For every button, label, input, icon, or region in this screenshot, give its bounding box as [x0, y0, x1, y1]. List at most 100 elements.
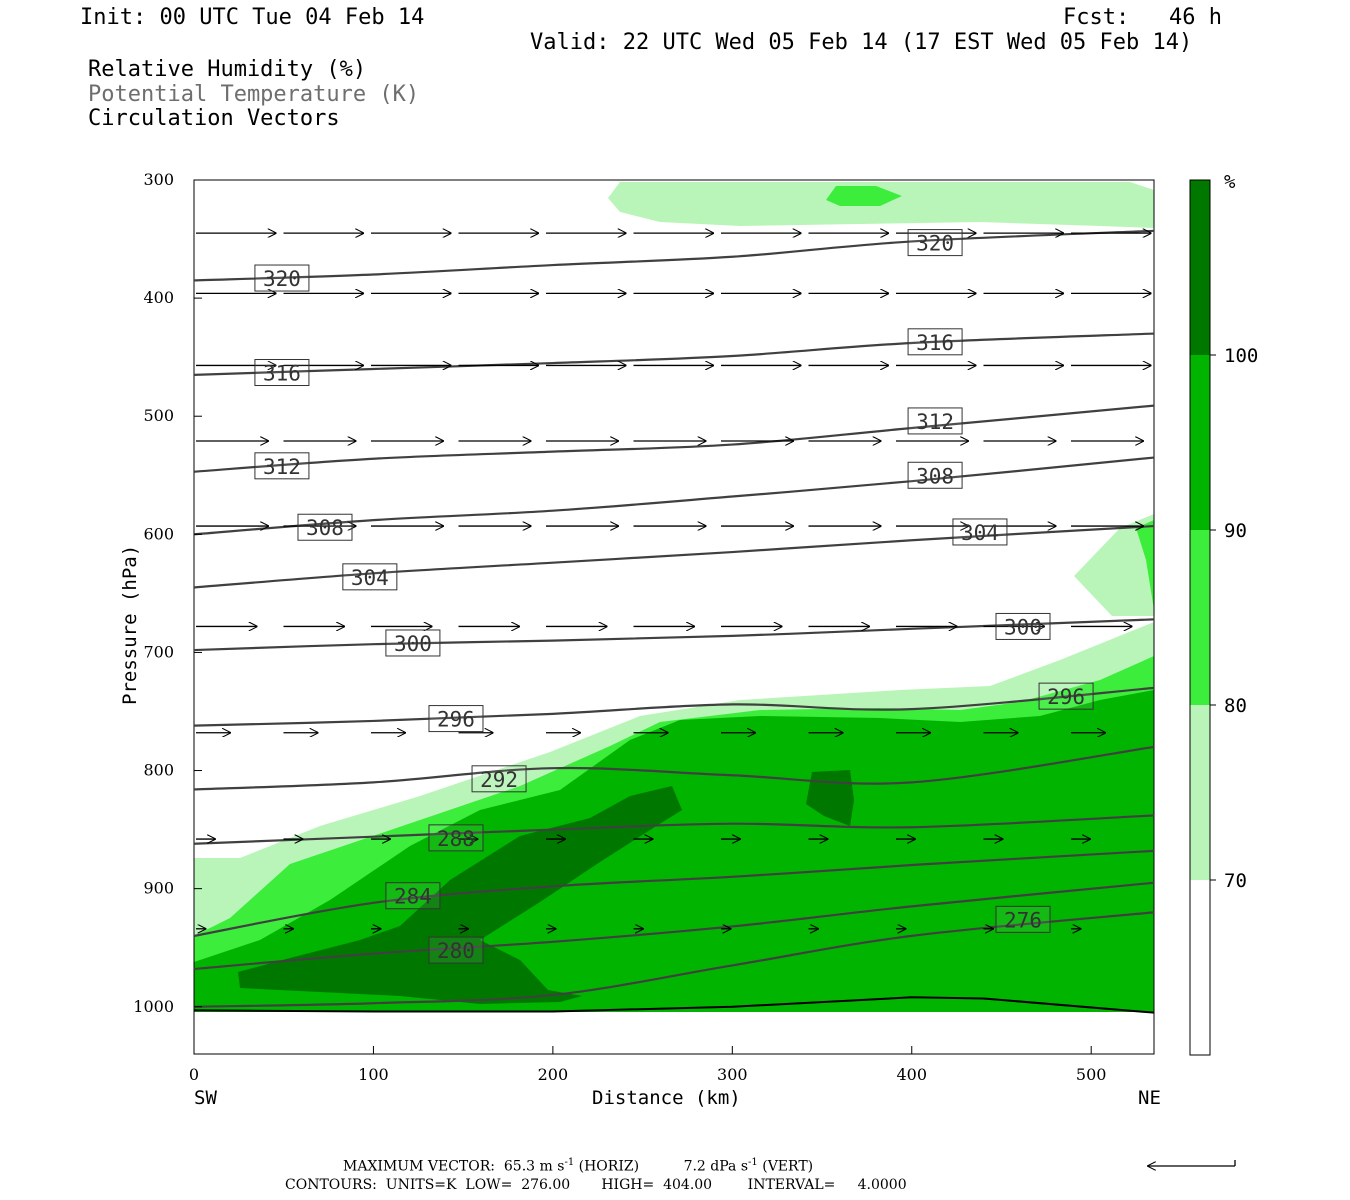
- y-axis-title: Pressure (hPa): [119, 545, 141, 705]
- theta-contour-280: [194, 881, 1154, 971]
- contour-label-320: 320: [916, 232, 954, 256]
- contour-label-316: 316: [263, 362, 301, 386]
- colorbar-band-70: [1190, 705, 1210, 880]
- contour-label-box: [428, 824, 484, 852]
- max-horiz-tag: (HORIZ): [578, 1158, 640, 1175]
- field-theta-label: Potential Temperature (K): [88, 82, 420, 107]
- contour-label-box: [907, 461, 963, 489]
- contour-label-300: 300: [394, 632, 432, 656]
- contour-label-308: 308: [916, 464, 954, 488]
- reference-vector-arrow: [1148, 1160, 1236, 1166]
- contour-label-box: [907, 328, 963, 356]
- contour-label-280: 280: [437, 939, 475, 963]
- max-vector-line: MAXIMUM VECTOR: 65.3 m s-1 (HORIZ) 7.2 d…: [343, 1158, 813, 1174]
- contour-label-box: [995, 612, 1051, 640]
- colorbar-band-100: [1190, 180, 1210, 355]
- contour-labels: 320 320 316 316 312 312 308 308 304 304 300 300 296 2…: [254, 229, 1094, 964]
- contour-label-box: [952, 518, 1008, 546]
- contour-label-box: [254, 359, 310, 387]
- contour-label-304: 304: [961, 521, 999, 545]
- x-tick-label: 100: [358, 1065, 389, 1084]
- contour-label-box: [1038, 682, 1094, 710]
- theta-contour-316: [194, 332, 1154, 376]
- y-tick-label: 500: [143, 406, 174, 425]
- rh-80-region-right: [1136, 520, 1154, 610]
- max-horiz-value: 65.3: [503, 1158, 536, 1175]
- colorbar-frame: [1189, 179, 1211, 1056]
- contour-info: CONTOURS: UNITS=K LOW= 276.00 HIGH= 404.…: [285, 1177, 907, 1193]
- x-axis: 0 100 200 300 400 500: [189, 1046, 1107, 1084]
- contour-label-300: 300: [1004, 615, 1042, 639]
- x-tick-label: 200: [538, 1065, 569, 1084]
- theta-contour-296: [194, 686, 1154, 727]
- colorbar-band-low: [1190, 880, 1210, 1055]
- rh-70-region-right: [1074, 514, 1154, 616]
- forecast-hour: Fcst: 46 h: [1063, 5, 1222, 30]
- contour-label-296: 296: [437, 708, 475, 732]
- x-axis-title: Distance (km): [592, 1087, 741, 1109]
- contour-label-316: 316: [916, 331, 954, 355]
- contour-label-box: [471, 765, 527, 793]
- theta-contour-300: [194, 618, 1154, 652]
- contour-label-box: [342, 563, 398, 591]
- contour-label-box: [254, 452, 310, 480]
- circulation-vectors: [196, 233, 1151, 929]
- valid-time: Valid: 22 UTC Wed 05 Feb 14 (17 EST Wed …: [530, 30, 1193, 55]
- terrain-line: [194, 996, 1154, 1014]
- y-tick-label: 300: [143, 170, 174, 189]
- contour-label-box: [254, 264, 310, 292]
- contour-label-276: 276: [1004, 908, 1042, 932]
- colorbar-band-90: [1190, 355, 1210, 530]
- max-vert-tag: (VERT): [762, 1158, 814, 1175]
- init-time: Init: 00 UTC Tue 04 Feb 14: [80, 5, 425, 30]
- colorbar-band-80: [1190, 530, 1210, 705]
- y-tick-label: 700: [143, 642, 174, 661]
- x-tick-label: 300: [717, 1065, 748, 1084]
- contour-label-284: 284: [394, 885, 432, 909]
- contour-label-box: [297, 513, 353, 541]
- y-tick-label: 900: [143, 879, 174, 898]
- rh-80-region-upper: [826, 186, 902, 206]
- rh-100-region: [238, 786, 682, 1004]
- y-tick-label: 600: [143, 524, 174, 543]
- colorbar: % 100 90 80 70: [1189, 171, 1258, 1056]
- x-end-right: NE: [1138, 1087, 1161, 1109]
- colorbar-label-90: 90: [1224, 520, 1247, 542]
- x-end-left: SW: [194, 1087, 217, 1109]
- y-tick-label: 1000: [133, 997, 174, 1016]
- terrain-surface: [194, 996, 1154, 1014]
- contour-label-box: [995, 905, 1051, 933]
- max-vert-unit: dPa s: [710, 1158, 749, 1175]
- contour-label-312: 312: [263, 455, 301, 479]
- contour-label-308: 308: [306, 516, 344, 540]
- contour-label-box: [385, 882, 441, 910]
- theta-contour-284: [194, 849, 1154, 937]
- contour-label-312: 312: [916, 410, 954, 434]
- x-tick-label: 500: [1076, 1065, 1107, 1084]
- max-horiz-exponent: -1: [564, 1157, 575, 1168]
- contour-label-304: 304: [351, 566, 389, 590]
- contour-label-box: [907, 229, 963, 257]
- contour-label-296: 296: [1047, 685, 1085, 709]
- theta-contour-276: [194, 911, 1154, 1008]
- plot-frame: [193, 179, 1155, 1055]
- theta-contour-312: [194, 404, 1154, 473]
- max-vert-exponent: -1: [748, 1157, 758, 1168]
- y-axis: 300 400 500 600 700 800 900 1000: [133, 170, 202, 1016]
- field-vectors-label: Circulation Vectors: [88, 106, 340, 131]
- colorbar-label-80: 80: [1224, 695, 1247, 717]
- contour-label-box: [428, 705, 484, 733]
- y-tick-label: 400: [143, 288, 174, 307]
- max-vector-label: MAXIMUM VECTOR:: [343, 1158, 495, 1175]
- field-rh-label: Relative Humidity (%): [88, 57, 367, 82]
- x-tick-label: 400: [896, 1065, 927, 1084]
- max-vert-value: 7.2: [683, 1158, 706, 1175]
- contour-label-292: 292: [480, 768, 518, 792]
- x-tick-label: 0: [189, 1065, 199, 1084]
- rh-shading: [194, 182, 1154, 1012]
- max-horiz-unit: m s: [539, 1158, 565, 1175]
- colorbar-label-100: 100: [1224, 345, 1258, 367]
- theta-contour-288: [194, 814, 1154, 845]
- colorbar-unit: %: [1224, 171, 1236, 193]
